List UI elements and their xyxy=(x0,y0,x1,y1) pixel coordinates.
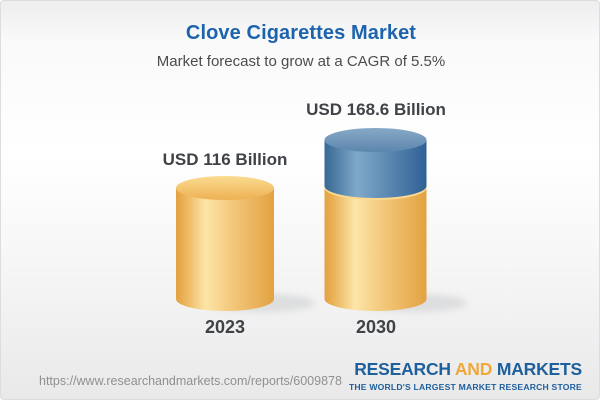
logo-word-markets: MARKETS xyxy=(496,359,582,379)
logo-wordmark: RESEARCH AND MARKETS xyxy=(349,359,582,379)
cylinder-2023 xyxy=(176,176,274,311)
cylinder-2030 xyxy=(324,128,427,311)
value-label-2030: USD 168.6 Billion xyxy=(306,100,446,119)
logo-word-and: AND xyxy=(454,359,493,379)
page-title: Clove Cigarettes Market xyxy=(185,22,417,44)
category-label-2023: 2023 xyxy=(204,317,246,337)
value-label-2023: USD 116 Billion xyxy=(162,150,288,169)
logo-tagline: THE WORLD'S LARGEST MARKET RESEARCH STOR… xyxy=(348,381,582,392)
category-label-2030: 2030 xyxy=(355,317,397,337)
research-and-markets-logo: RESEARCH AND MARKETS THE WORLD'S LARGEST… xyxy=(348,359,582,392)
subtitle: Market forecast to grow at a CAGR of 5.5… xyxy=(156,53,446,70)
logo-word-research: RESEARCH xyxy=(354,359,451,379)
report-url: https://www.researchandmarkets.com/repor… xyxy=(39,374,342,388)
